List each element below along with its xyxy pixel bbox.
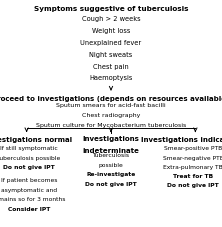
Text: Investigations normal: Investigations normal xyxy=(0,137,72,143)
Text: indeterminate: indeterminate xyxy=(83,148,139,154)
Text: Treat for TB: Treat for TB xyxy=(173,174,213,179)
Text: Re-investigate: Re-investigate xyxy=(86,172,136,177)
Text: remains so for 3 months: remains so for 3 months xyxy=(0,197,65,202)
Text: Do not give IPT: Do not give IPT xyxy=(167,183,219,188)
Text: Weight loss: Weight loss xyxy=(92,28,130,34)
Text: Do not give IPT: Do not give IPT xyxy=(85,182,137,187)
Text: Investigations indicate TB: Investigations indicate TB xyxy=(141,137,222,143)
Text: Cough > 2 weeks: Cough > 2 weeks xyxy=(82,16,140,22)
Text: asymptomatic and: asymptomatic and xyxy=(1,188,57,193)
Text: Sputum culture for Mycobacterium tuberculosis: Sputum culture for Mycobacterium tubercu… xyxy=(36,123,186,128)
Text: Chest radiography: Chest radiography xyxy=(82,113,140,118)
Text: Haemoptysis: Haemoptysis xyxy=(89,75,133,81)
Text: Consider IPT: Consider IPT xyxy=(8,207,50,212)
Text: Unexplained fever: Unexplained fever xyxy=(80,40,142,46)
Text: Extra-pulmonary TB: Extra-pulmonary TB xyxy=(163,165,222,170)
Text: Proceed to investigations (depends on resources available): Proceed to investigations (depends on re… xyxy=(0,96,222,102)
Text: Do not give IPT: Do not give IPT xyxy=(3,165,55,170)
Text: Chest pain: Chest pain xyxy=(93,64,129,69)
Text: Investigations: Investigations xyxy=(83,136,139,142)
Text: If patient becomes: If patient becomes xyxy=(1,178,57,183)
Text: Smear-positive PTB: Smear-positive PTB xyxy=(164,146,222,151)
Text: Tuberculosis: Tuberculosis xyxy=(93,153,129,158)
Text: possible: possible xyxy=(99,163,123,168)
Text: tuberculosis possible: tuberculosis possible xyxy=(0,156,60,161)
Text: Sputum smears for acid-fast bacilli: Sputum smears for acid-fast bacilli xyxy=(56,103,166,108)
Text: If still symptomatic: If still symptomatic xyxy=(0,146,58,151)
Text: Night sweats: Night sweats xyxy=(89,52,133,58)
Text: Smear-negative PTB: Smear-negative PTB xyxy=(163,156,222,161)
Text: Symptoms suggestive of tuberculosis: Symptoms suggestive of tuberculosis xyxy=(34,6,188,12)
